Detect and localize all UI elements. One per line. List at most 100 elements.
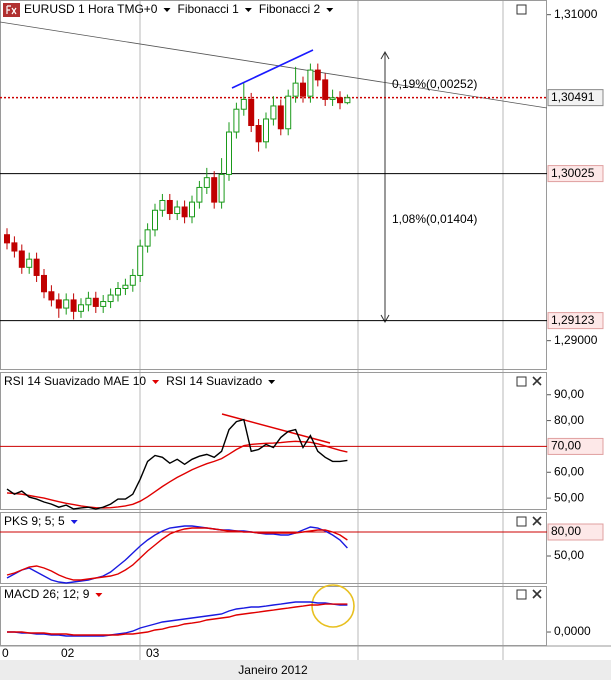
y-tick-label: 90,00 — [554, 387, 584, 401]
candle-body — [344, 97, 351, 104]
y-tick-label: 0,0000 — [554, 624, 591, 638]
y-tick-label: 80,00 — [554, 413, 584, 427]
series-line — [6, 525, 348, 584]
series-line — [6, 440, 348, 509]
annotation: 1,08%(0,01404) — [392, 212, 477, 226]
rsi-panel — [0, 372, 547, 510]
candle-body — [277, 105, 284, 130]
candle-body — [203, 177, 210, 188]
candle-body — [107, 294, 114, 303]
x-tick-label: 02 — [61, 646, 75, 660]
y-tick-label: 60,00 — [554, 464, 584, 478]
series-line — [7, 603, 348, 636]
series-line — [6, 418, 348, 510]
candle-body — [314, 69, 321, 81]
candle-body — [33, 258, 40, 276]
candle-body — [211, 177, 218, 203]
series-line — [6, 527, 348, 581]
candle-body — [159, 199, 166, 211]
level-label: 80,00 — [551, 524, 581, 538]
candle-body — [41, 274, 47, 293]
candle-body — [70, 299, 77, 312]
dropdown-caret[interactable] — [152, 380, 160, 384]
dropdown-caret[interactable] — [244, 8, 252, 12]
level-badge — [547, 437, 604, 455]
fx-icon — [3, 3, 20, 17]
dropdown-caret[interactable] — [163, 8, 171, 12]
candle-body — [233, 108, 240, 133]
candle-body — [100, 301, 107, 307]
pks-panel — [0, 512, 547, 584]
candle-body — [152, 209, 158, 231]
candle-body — [196, 186, 203, 203]
legend-label[interactable]: Fibonacci 1 — [177, 2, 239, 16]
candle-body — [4, 234, 10, 244]
candle-body — [85, 297, 92, 306]
y-tick-label: 50,00 — [554, 490, 584, 504]
candle-body — [322, 79, 329, 100]
y-tick-label: 50,00 — [554, 548, 584, 562]
highlight-circle — [311, 584, 355, 628]
candle-body — [240, 98, 247, 110]
grid — [139, 0, 504, 660]
candle-body — [174, 206, 181, 215]
legend-label[interactable]: Fibonacci 2 — [259, 2, 321, 16]
candle-body — [248, 98, 255, 127]
level-badge — [547, 312, 604, 330]
candle-body — [129, 274, 136, 286]
legend-label[interactable]: RSI 14 Suavizado — [166, 374, 262, 388]
candle-body — [189, 201, 195, 218]
candle-body — [255, 125, 262, 143]
candle-body — [18, 250, 25, 268]
candle-body — [292, 82, 299, 97]
candle-body — [329, 97, 336, 100]
dropdown-caret[interactable] — [268, 380, 276, 384]
x-tick-label: 0 — [2, 646, 9, 660]
candle-body — [263, 118, 269, 143]
candle-body — [300, 82, 306, 97]
level-badge — [547, 523, 604, 541]
candle-body — [166, 199, 173, 215]
level-label: 1,30025 — [551, 166, 595, 180]
legend-label[interactable]: PKS 9; 5; 5 — [4, 514, 65, 528]
level-badge — [547, 89, 604, 107]
candle-body — [63, 299, 70, 309]
dropdown-caret[interactable] — [326, 8, 334, 12]
legend-label[interactable]: EURUSD 1 Hora TMG+0 — [24, 2, 158, 16]
candle-body — [285, 95, 292, 130]
annotation: 0,19%(0,00252) — [392, 77, 477, 91]
date-bar — [0, 660, 611, 680]
candle-body — [337, 97, 343, 104]
level-label: 70,00 — [551, 439, 581, 453]
candle-body — [92, 297, 99, 307]
candle-body — [115, 288, 121, 296]
candle-body — [226, 131, 232, 175]
candle-body — [11, 242, 18, 252]
x-tick-label: 03 — [146, 646, 160, 660]
candle-body — [144, 229, 151, 247]
series-line — [7, 601, 348, 637]
x-axis-label: Janeiro 2012 — [238, 663, 308, 677]
level-label: 1,29123 — [551, 313, 595, 327]
level-badge — [547, 165, 604, 183]
y-tick-label: 1,29000 — [554, 333, 598, 347]
candle-body — [218, 173, 225, 203]
dropdown-caret[interactable] — [70, 520, 78, 524]
trend-line — [0, 21, 548, 109]
candle-body — [137, 245, 144, 276]
price-panel — [0, 0, 547, 370]
dropdown-caret[interactable] — [95, 593, 103, 597]
y-tick-label: 1,31000 — [554, 7, 598, 21]
candle-body — [181, 206, 188, 218]
candle-body — [307, 69, 314, 97]
legend-label[interactable]: RSI 14 Suavizado MAE 10 — [4, 374, 146, 388]
level-label: 1,30491 — [551, 90, 595, 104]
candle-body — [78, 304, 84, 312]
candle-body — [26, 258, 33, 268]
trend-line — [231, 49, 314, 89]
legend-label[interactable]: MACD 26; 12; 9 — [4, 587, 90, 601]
candle-body — [48, 291, 55, 301]
panel-buttons[interactable] — [516, 4, 542, 600]
